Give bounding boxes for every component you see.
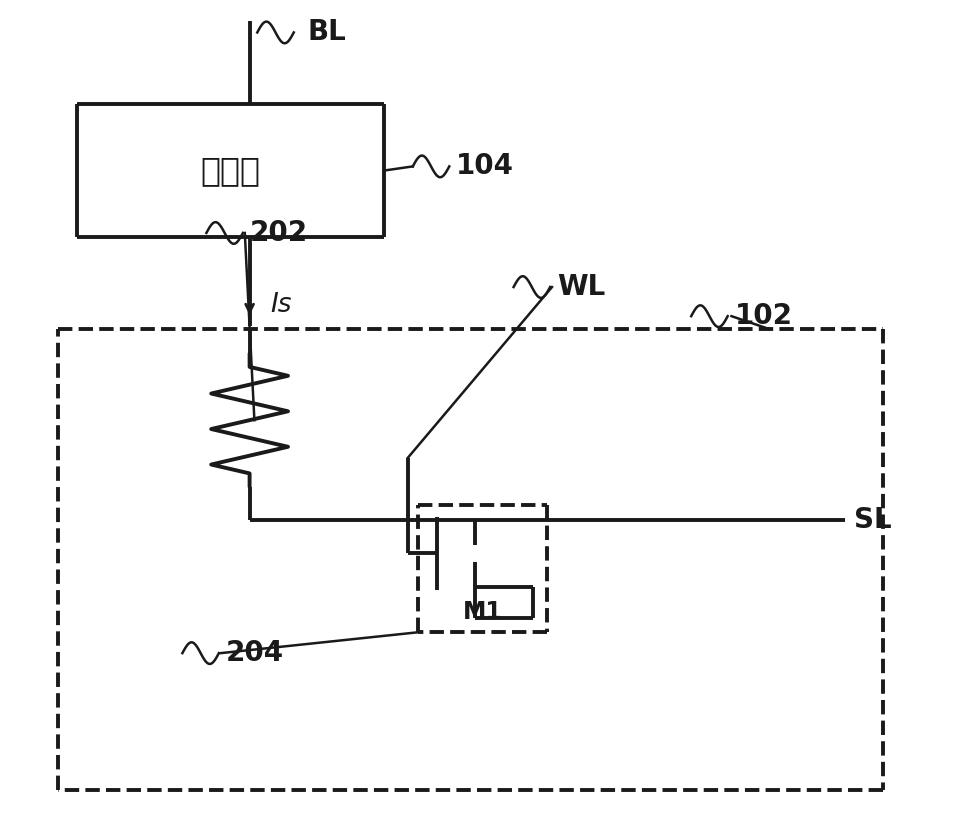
Text: 202: 202	[250, 219, 308, 247]
Text: M1: M1	[463, 600, 502, 623]
Text: BL: BL	[307, 18, 346, 47]
Text: 电流源: 电流源	[201, 154, 260, 187]
Text: 102: 102	[734, 302, 792, 330]
Text: SL: SL	[854, 506, 892, 534]
Text: 104: 104	[456, 152, 514, 181]
Text: WL: WL	[557, 273, 605, 301]
Text: Is: Is	[271, 292, 292, 319]
Text: 204: 204	[226, 639, 284, 667]
